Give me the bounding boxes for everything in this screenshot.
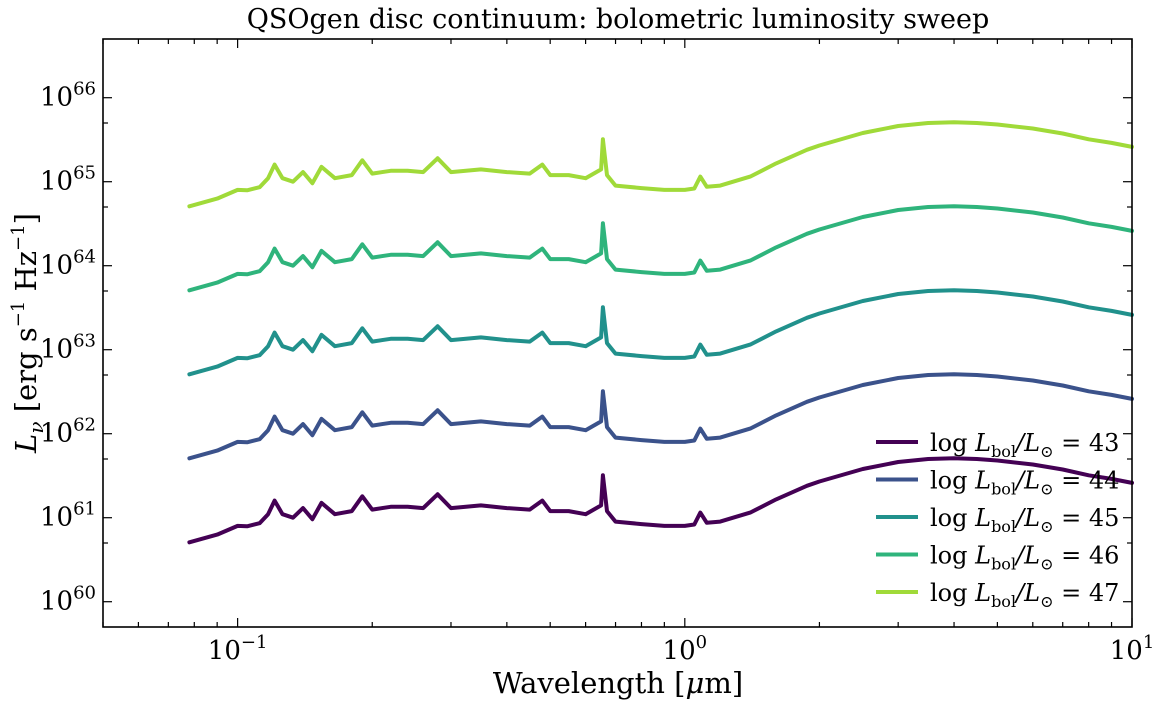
legend: log Lbol/L⊙ = 43 log Lbol/L⊙ = 44 log Lbol… bbox=[876, 429, 1119, 611]
legend-label: log Lbol/L⊙ = 46 bbox=[930, 542, 1119, 574]
legend-label: log Lbol/L⊙ = 45 bbox=[930, 504, 1119, 536]
y-tick-label-5: 1064 bbox=[40, 247, 96, 281]
x-tick-label-1: 10−1 bbox=[208, 632, 268, 666]
y-tick-label-6: 1065 bbox=[40, 163, 96, 197]
y-tick-label-7: 1066 bbox=[40, 79, 96, 113]
x-axis-label: Wavelength [μm] bbox=[493, 666, 743, 700]
legend-entry-5: log Lbol/L⊙ = 47 bbox=[876, 579, 1119, 611]
series-layer bbox=[187, 120, 1134, 545]
series-line-5 bbox=[187, 120, 1134, 209]
series-line-3 bbox=[187, 288, 1134, 377]
legend-entry-1: log Lbol/L⊙ = 43 bbox=[876, 429, 1119, 461]
y-tick-label-2: 1061 bbox=[40, 499, 96, 533]
plot-frame bbox=[102, 38, 1133, 628]
legend-label: log Lbol/L⊙ = 44 bbox=[930, 467, 1119, 499]
legend-entry-4: log Lbol/L⊙ = 46 bbox=[876, 542, 1119, 574]
series-line-4 bbox=[187, 204, 1134, 293]
y-tick-label-4: 1063 bbox=[40, 331, 96, 365]
legend-label: log Lbol/L⊙ = 43 bbox=[930, 429, 1119, 461]
legend-entry-3: log Lbol/L⊙ = 45 bbox=[876, 504, 1119, 536]
series-line-2 bbox=[187, 372, 1134, 461]
y-axis-label: Lν [erg s−1 Hz−1] bbox=[8, 213, 48, 454]
x-tick-label-3: 101 bbox=[1110, 632, 1155, 666]
x-tick-label-2: 100 bbox=[663, 632, 708, 666]
y-tick-label-1: 1060 bbox=[40, 583, 96, 617]
y-tick-label-3: 1062 bbox=[40, 415, 96, 449]
legend-label: log Lbol/L⊙ = 47 bbox=[930, 579, 1119, 611]
series-line-1 bbox=[187, 456, 1134, 545]
legend-entry-2: log Lbol/L⊙ = 44 bbox=[876, 467, 1119, 499]
chart-title: QSOgen disc continuum: bolometric lumino… bbox=[247, 4, 990, 35]
axis-ticks: 10−1 100 101 1060 1061 1062 1063 1064 1065 1066 bbox=[40, 39, 1154, 666]
